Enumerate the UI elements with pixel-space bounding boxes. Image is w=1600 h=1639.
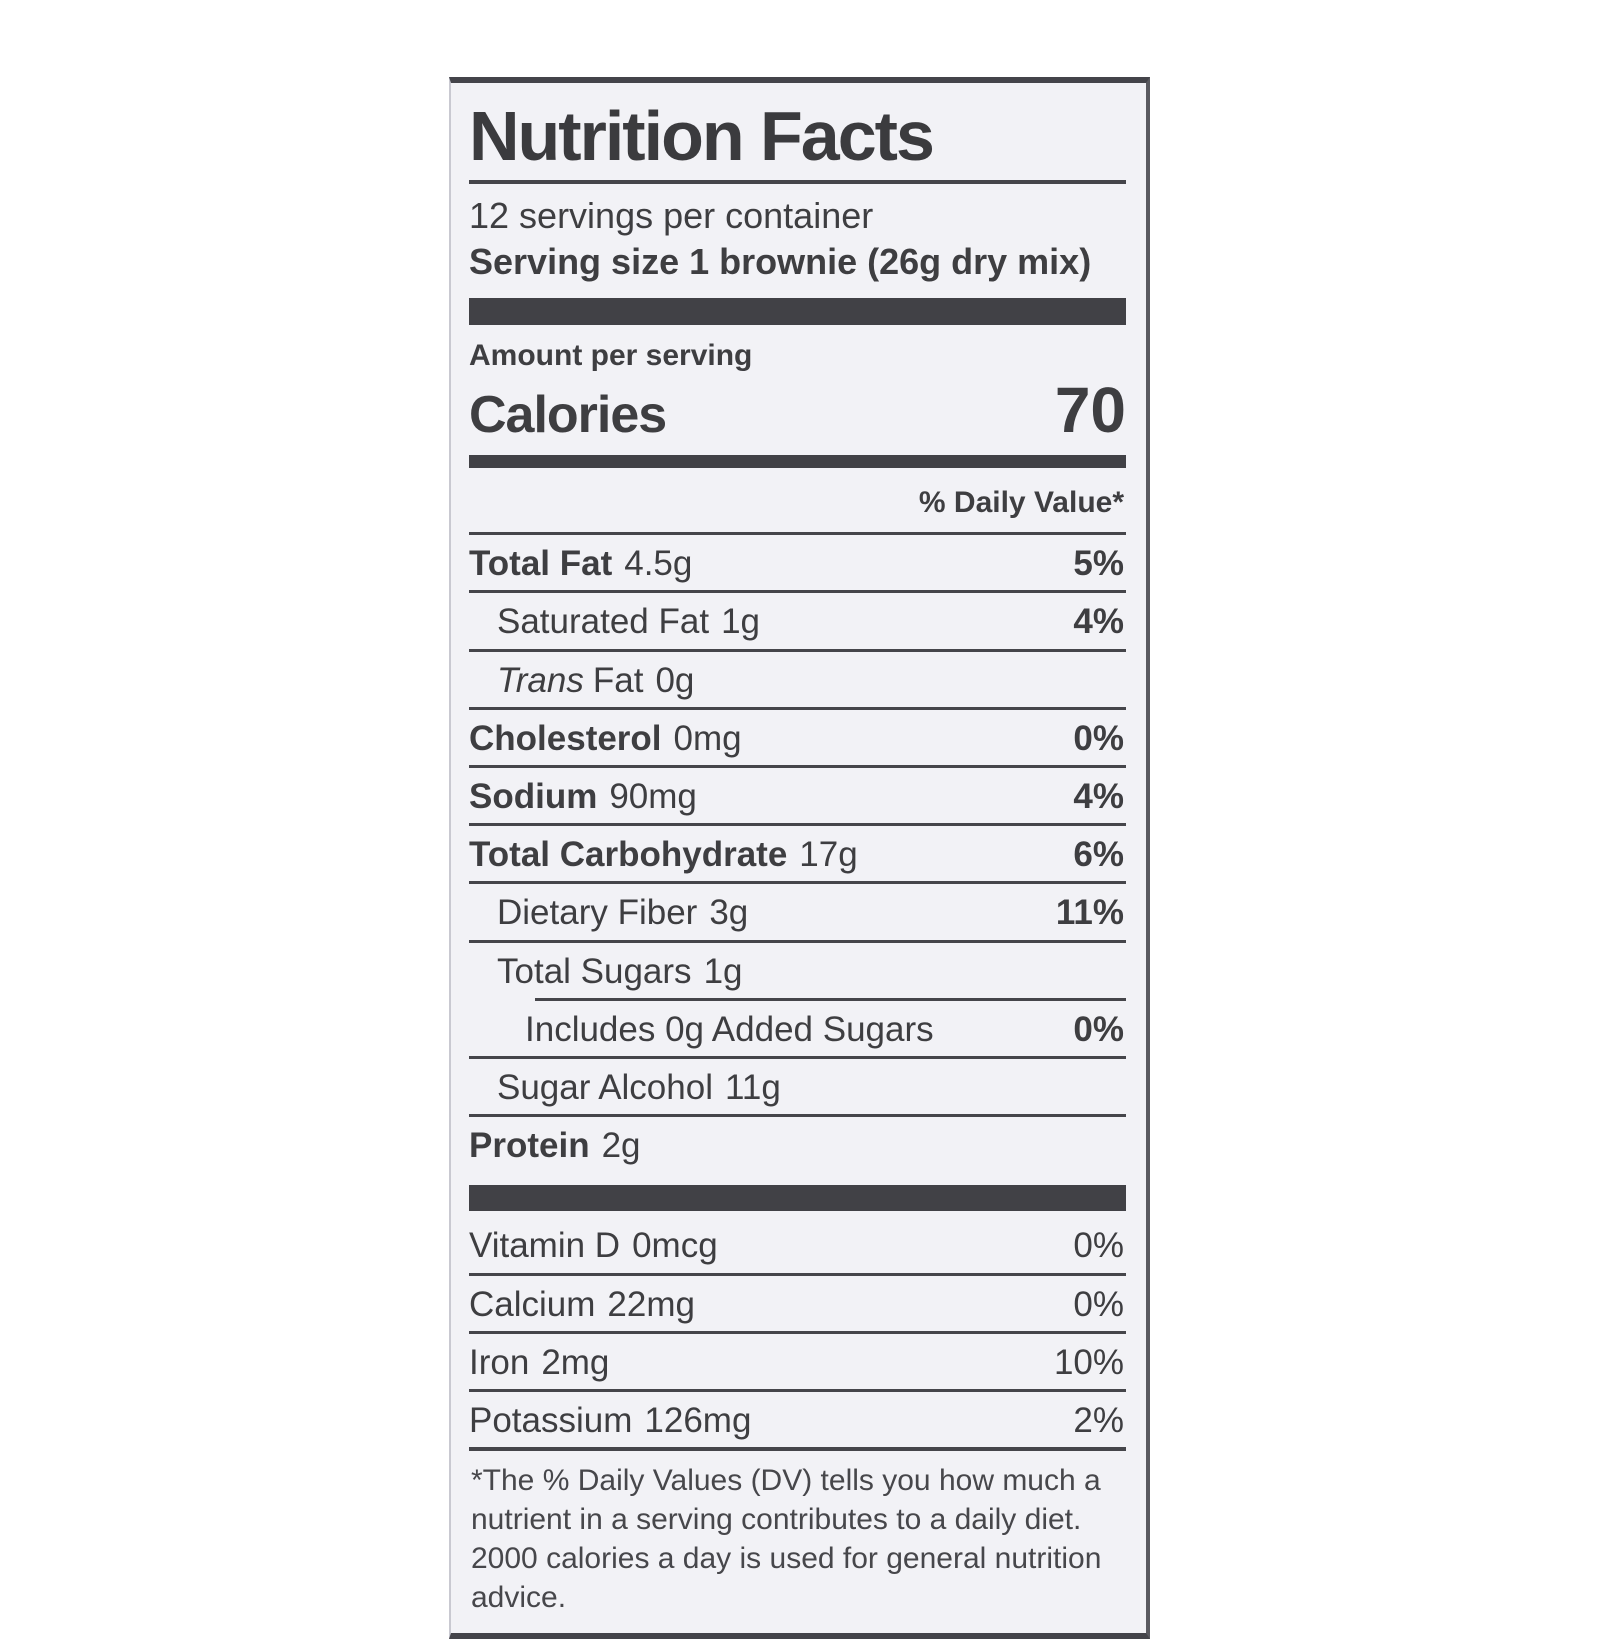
serving-size-value: 1 brownie (26g dry mix) (689, 240, 1092, 282)
nutrient-row-total-sugars: Total Sugars 1g (469, 943, 1126, 998)
nutrition-facts-label: Nutrition Facts 12 servings per containe… (449, 77, 1150, 1639)
nutrient-name: Cholesterol (469, 718, 662, 758)
nutrient-amount: 11g (724, 1067, 781, 1107)
vitamin-amount: 0mcg (632, 1226, 718, 1266)
nutrient-amount: 2g (601, 1126, 641, 1166)
nutrient-amount: 0g (655, 660, 695, 700)
nutrient-daily-value: 4% (1073, 602, 1124, 642)
nutrient-name: Protein (469, 1126, 590, 1166)
nutrient-amount: 90mg (609, 777, 697, 817)
vitamin-name: Calcium (469, 1284, 596, 1324)
nutrient-name: Includes 0g Added Sugars (525, 1009, 934, 1049)
vitamin-name: Iron (469, 1342, 530, 1382)
vitamin-name: Vitamin D (469, 1226, 621, 1266)
vitamin-daily-value: 0% (1073, 1284, 1124, 1324)
nutrient-name: Sugar Alcohol (497, 1067, 713, 1107)
nutrient-row-trans-fat: Trans Fat 0g (469, 652, 1126, 710)
nutrient-name: Dietary Fiber (497, 893, 698, 933)
nutrient-name: Total Sugars (497, 951, 692, 991)
nutrient-name: Fat (592, 660, 644, 700)
nutrient-row-dietary-fiber: Dietary Fiber 3g 11% (469, 884, 1126, 943)
nutrient-amount: 1g (721, 602, 761, 642)
nutrient-row-sodium: Sodium 90mg 4% (469, 768, 1126, 827)
nutrition-facts-title: Nutrition Facts (469, 97, 935, 175)
nutrient-name: Saturated Fat (497, 602, 710, 642)
vitamin-row-calcium: Calcium 22mg 0% (469, 1276, 1126, 1334)
nutrient-row-total-fat: Total Fat 4.5g 5% (469, 535, 1126, 594)
calories-divider-bar (469, 455, 1126, 469)
vitamin-daily-value: 10% (1053, 1342, 1124, 1382)
vitamin-row-iron: Iron 2mg 10% (469, 1334, 1126, 1392)
nutrient-row-protein: Protein 2g (469, 1117, 1126, 1172)
nutrient-name: Sodium (469, 777, 598, 817)
daily-value-header: % Daily Value* (469, 478, 1126, 536)
vitamin-daily-value: 0% (1073, 1226, 1124, 1266)
nutrient-amount: 4.5g (624, 544, 693, 584)
serving-size-label: Serving size (469, 240, 680, 282)
nutrient-row-total-carbohydrate: Total Carbohydrate 17g 6% (469, 826, 1126, 885)
vitamin-amount: 2mg (541, 1342, 610, 1382)
nutrient-amount: 3g (709, 893, 749, 933)
section-divider-bar (469, 297, 1126, 325)
nutrient-name: Total Fat (469, 544, 613, 584)
vitamins-divider-bar (469, 1185, 1126, 1212)
nutrient-row-sugar-alcohol: Sugar Alcohol 11g (469, 1059, 1126, 1118)
nutrient-amount: 17g (799, 835, 858, 875)
photo-background: Nutrition Facts 12 servings per containe… (449, 77, 1150, 1639)
servings-per-container: 12 servings per container (469, 195, 874, 237)
serving-size-line: Serving size 1 brownie (26g dry mix) (469, 240, 1126, 283)
total-sugars-divider (535, 997, 1126, 1001)
vitamin-name: Potassium (469, 1400, 633, 1440)
amount-per-serving-label: Amount per serving (469, 338, 753, 372)
vitamin-row-potassium: Potassium 126mg 2% (469, 1392, 1126, 1452)
nutrient-amount: 1g (703, 951, 743, 991)
vitamin-amount: 126mg (644, 1400, 752, 1440)
nutrient-row-saturated-fat: Saturated Fat 1g 4% (469, 593, 1126, 652)
vitamin-amount: 22mg (607, 1284, 695, 1324)
vitamin-daily-value: 2% (1073, 1400, 1124, 1440)
vitamin-row-vitamin-d: Vitamin D 0mcg 0% (469, 1217, 1126, 1276)
title-divider (469, 180, 1126, 185)
daily-value-footnote: *The % Daily Values (DV) tells you how m… (471, 1464, 1102, 1615)
nutrient-daily-value: 6% (1073, 835, 1124, 875)
calories-row: Calories 70 (469, 373, 1126, 447)
nutrient-name: Total Carbohydrate (469, 835, 788, 875)
nutrient-daily-value: 4% (1073, 777, 1124, 817)
nutrient-daily-value: 11% (1055, 893, 1124, 933)
nutrient-row-cholesterol: Cholesterol 0mg 0% (469, 710, 1126, 769)
nutrient-daily-value: 0% (1073, 718, 1124, 758)
nutrient-daily-value: 5% (1073, 544, 1124, 584)
nutrient-daily-value: 0% (1073, 1009, 1124, 1049)
nutrient-row-added-sugars: Includes 0g Added Sugars 0% (469, 1001, 1126, 1059)
nutrient-name-italic: Trans (497, 660, 584, 700)
nutrient-amount: 0mg (673, 718, 742, 758)
calories-label: Calories (469, 386, 667, 445)
calories-value: 70 (1054, 374, 1126, 447)
